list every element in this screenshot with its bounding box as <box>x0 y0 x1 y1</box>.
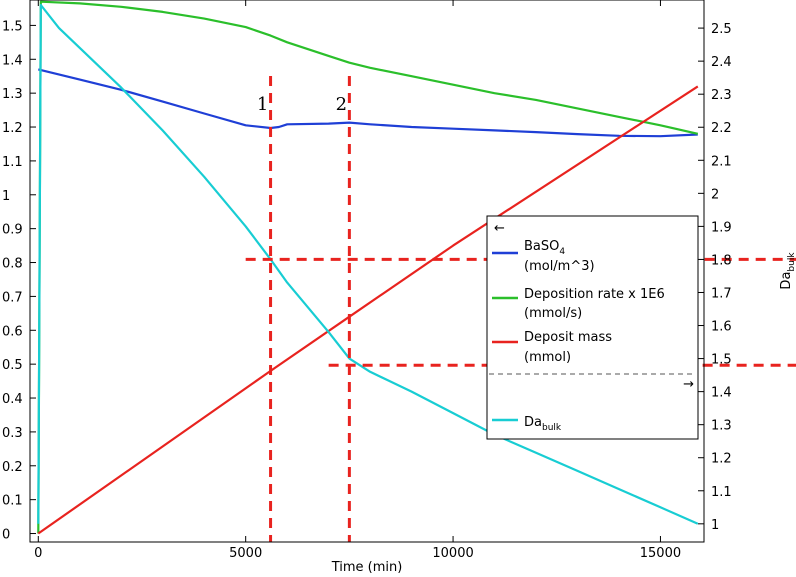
legend-label-baso4: BaSO4 <box>524 239 565 257</box>
y-left-tick-label: 0.8 <box>2 257 23 272</box>
legend-box <box>486 215 699 440</box>
y-left-tick-label: 0.2 <box>2 460 23 475</box>
x-tick-label: 5000 <box>229 546 262 561</box>
legend-label-da-bulk: Dabulk <box>524 415 562 433</box>
y-axis-right-title: Dabulk <box>779 252 796 290</box>
legend-label-baso4-main: BaSO <box>524 239 559 254</box>
y-axis-right-title-sub: bulk <box>787 252 796 272</box>
y-right-tick-label: 1.2 <box>711 452 732 467</box>
legend: ← BaSO4 (mol/m^3) Deposition rate x 1E6 … <box>486 215 699 440</box>
y-axis-right-title-main: Da <box>779 272 794 290</box>
axis-layer: 0 5000 10000 15000 0 0.1 0.2 0.3 0.4 0.5 0.6 0.7 0.8… <box>2 0 732 561</box>
y-right-tick-label: 2.3 <box>711 88 732 103</box>
x-tick-label: 10000 <box>432 546 473 561</box>
series-line-deposition_rate <box>37 0 699 534</box>
x-axis-title: Time (min) <box>331 560 403 575</box>
y-right-tick-label: 2.2 <box>711 121 732 136</box>
y-right-tick-label: 1.5 <box>711 353 732 368</box>
y-right-tick-label: 1.8 <box>711 253 732 268</box>
y-left-tick-label: 1.2 <box>2 121 23 136</box>
y-left-tick-label: 0.9 <box>2 223 23 238</box>
legend-label-deposit-mass: Deposit mass <box>524 330 612 345</box>
legend-label-deposition-rate: Deposition rate x 1E6 <box>524 287 665 302</box>
x-tick-label: 0 <box>34 546 42 561</box>
y-left-tick-label: 1.4 <box>2 53 23 68</box>
y-left-tick-label: 1.1 <box>2 155 23 170</box>
y-right-tick-label: 2.5 <box>711 22 732 37</box>
y-left-tick-label: 1.3 <box>2 87 23 102</box>
legend-label-deposit-mass-unit: (mmol) <box>524 350 571 365</box>
legend-arrow-right: → <box>683 377 694 392</box>
y-right-tick-label: 1.1 <box>711 485 732 500</box>
x-tick-label: 15000 <box>640 546 681 561</box>
legend-label-baso4-sub: 4 <box>559 247 565 257</box>
y-left-tick-label: 0.5 <box>2 358 23 373</box>
y-right-tick-label: 1.4 <box>711 386 732 401</box>
series-line-da_bulk <box>37 3 699 525</box>
y-right-tick-label: 2.1 <box>711 154 732 169</box>
y-right-tick-label: 1.9 <box>711 220 732 235</box>
y-right-tick-label: 1.6 <box>711 320 732 335</box>
legend-label-baso4-unit: (mol/m^3) <box>524 259 595 274</box>
legend-label-deposition-rate-unit: (mmol/s) <box>524 306 582 321</box>
y-left-tick-label: 0.7 <box>2 290 23 305</box>
legend-label-da-bulk-sub: bulk <box>542 423 562 433</box>
marker-label-marker_2: 2 <box>336 94 347 115</box>
y-left-tick-label: 0 <box>2 528 10 543</box>
plot-frame <box>29 0 705 543</box>
y-right-tick-label: 2 <box>711 187 719 202</box>
y-right-tick-label: 1.7 <box>711 286 732 301</box>
y-right-tick-label: 2.4 <box>711 55 732 70</box>
series-line-baso4 <box>38 68 698 138</box>
y-left-tick-label: 0.1 <box>2 494 23 509</box>
y-right-tick-label: 1 <box>711 518 719 533</box>
y-left-tick-label: 1.5 <box>2 19 23 34</box>
y-left-tick-label: 0.4 <box>2 392 23 407</box>
y-right-tick-label: 1.3 <box>711 419 732 434</box>
y-left-tick-label: 0.3 <box>2 426 23 441</box>
marker-label-marker_1: 1 <box>257 94 268 115</box>
legend-label-da-bulk-main: Da <box>524 415 542 430</box>
y-left-tick-label: 0.6 <box>2 324 23 339</box>
legend-arrow-left: ← <box>494 221 505 236</box>
y-left-tick-label: 1 <box>2 189 10 204</box>
